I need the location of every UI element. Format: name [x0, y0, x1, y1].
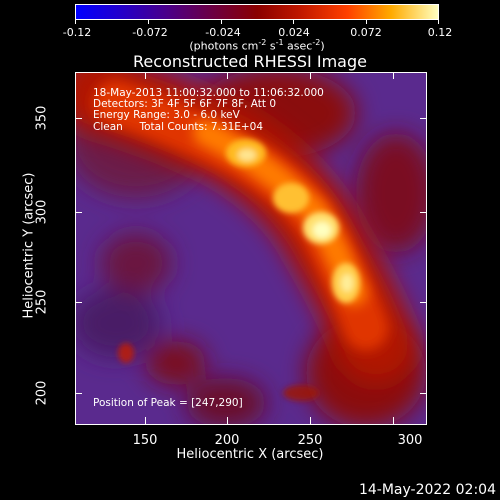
y-axis-label: Heliocentric Y (arcsec): [21, 172, 37, 319]
colorbar-tick-label: 0.024: [278, 26, 310, 39]
y-tick-label: 300: [34, 199, 50, 225]
colorbar-units: (photons cm-2 s-1 asec-2): [189, 38, 325, 53]
y-tick-label: 250: [34, 289, 50, 315]
detectors-info: Detectors: 3F 4F 5F 6F 7F 8F, Att 0: [93, 98, 277, 110]
colorbar-tick-label: -0.12: [62, 26, 92, 39]
y-tick-label: 200: [34, 380, 50, 406]
x-tick-label: 200: [214, 433, 240, 448]
colorbar: [75, 4, 439, 20]
colorbar-tick-label: 0.12: [427, 26, 453, 39]
rhessi-image-plot: [75, 72, 427, 425]
x-tick-label: 300: [397, 433, 423, 448]
observation-time: 18-May-2013 11:00:32.000 to 11:06:32.000: [93, 87, 324, 99]
energy-range: Energy Range: 3.0 - 6.0 keV: [93, 109, 240, 121]
image-title: Reconstructed RHESSI Image: [133, 52, 367, 71]
colorbar-tick-label: -0.024: [205, 26, 241, 39]
x-tick-label: 150: [132, 433, 158, 448]
timestamp: 14-May-2022 02:04: [358, 482, 496, 498]
y-tick-label: 350: [34, 105, 50, 131]
total-counts: Clean Total Counts: 7.31E+04: [93, 121, 264, 133]
x-tick-label: 250: [297, 433, 323, 448]
peak-position: Position of Peak = [247,290]: [93, 397, 243, 409]
x-axis-label: Heliocentric X (arcsec): [176, 447, 324, 462]
colorbar-tick-label: 0.072: [350, 26, 382, 39]
colorbar-tick-label: -0.072: [132, 26, 168, 39]
flare-image: [76, 73, 426, 424]
